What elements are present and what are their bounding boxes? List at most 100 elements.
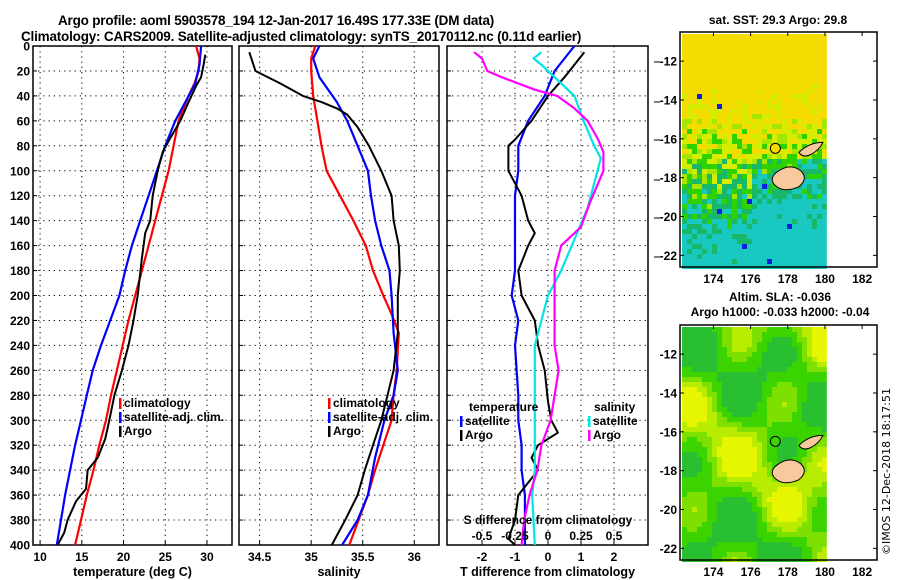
map-cell xyxy=(757,482,762,487)
map-cell xyxy=(762,164,767,169)
map-cell xyxy=(717,179,722,184)
map-cell xyxy=(817,94,822,99)
map-cell xyxy=(772,457,777,462)
map-cell xyxy=(732,397,737,402)
map-cell xyxy=(802,79,807,84)
map-cell xyxy=(777,407,782,412)
map-cell xyxy=(822,337,827,342)
map-cell xyxy=(817,64,822,69)
map-cell xyxy=(752,437,757,442)
map-cell xyxy=(757,397,762,402)
map-cell xyxy=(747,219,752,224)
map-cell xyxy=(767,367,772,372)
map-cell xyxy=(692,537,697,542)
map-cell xyxy=(742,447,747,452)
map-cell xyxy=(782,164,787,169)
map-cell xyxy=(742,552,747,557)
map-cell xyxy=(692,477,697,482)
map-cell xyxy=(787,69,792,74)
map-cell xyxy=(737,209,742,214)
map-cell xyxy=(742,357,747,362)
map-cell xyxy=(817,119,822,124)
map-cell xyxy=(792,194,797,199)
map-cell xyxy=(717,342,722,347)
map-cell xyxy=(742,327,747,332)
map-cell xyxy=(757,239,762,244)
map-cell xyxy=(747,239,752,244)
map-cell xyxy=(702,244,707,249)
map-cell xyxy=(717,357,722,362)
map-cell xyxy=(797,84,802,89)
map-cell xyxy=(767,327,772,332)
map-cell xyxy=(822,139,827,144)
map-cell xyxy=(757,159,762,164)
map-cell xyxy=(757,44,762,49)
map-cell xyxy=(687,467,692,472)
map-cell xyxy=(707,229,712,234)
map-cell xyxy=(782,412,787,417)
map-cell xyxy=(747,542,752,547)
map-cell xyxy=(712,337,717,342)
map-cell xyxy=(742,537,747,542)
map-cell xyxy=(822,467,827,472)
map-cell xyxy=(822,367,827,372)
map-cell xyxy=(747,214,752,219)
map-cell xyxy=(782,209,787,214)
map-cell xyxy=(782,522,787,527)
map-cell xyxy=(777,512,782,517)
map-cell xyxy=(777,139,782,144)
map-cell xyxy=(682,402,687,407)
map-cell xyxy=(817,179,822,184)
map-cell xyxy=(807,402,812,407)
map-cell xyxy=(752,54,757,59)
map-cell xyxy=(732,194,737,199)
map-cell xyxy=(757,69,762,74)
map-cell xyxy=(707,332,712,337)
map-cell xyxy=(727,432,732,437)
map-cell xyxy=(802,39,807,44)
map-cell xyxy=(762,84,767,89)
map-cell xyxy=(732,407,737,412)
map-cell xyxy=(797,367,802,372)
map-cell xyxy=(762,54,767,59)
map-cell xyxy=(697,59,702,64)
map-cell xyxy=(777,94,782,99)
map-cell xyxy=(687,209,692,214)
map-cell xyxy=(702,189,707,194)
map-cell xyxy=(802,124,807,129)
map-cell xyxy=(727,169,732,174)
map-cell xyxy=(782,487,787,492)
map-cell xyxy=(722,512,727,517)
map-cell xyxy=(697,149,702,154)
map-cell xyxy=(717,372,722,377)
map-cell xyxy=(702,357,707,362)
map-cell xyxy=(772,552,777,557)
map-cell xyxy=(782,49,787,54)
map-cell xyxy=(692,457,697,462)
map-cell xyxy=(702,417,707,422)
map-cell xyxy=(747,517,752,522)
map-cell xyxy=(737,392,742,397)
map-cell xyxy=(757,527,762,532)
map-cell xyxy=(687,99,692,104)
map-cell xyxy=(747,259,752,264)
map-cell xyxy=(742,254,747,259)
map-cell xyxy=(777,164,782,169)
map-cell xyxy=(687,547,692,552)
map-cell xyxy=(767,552,772,557)
map-cell xyxy=(757,34,762,39)
map-cell xyxy=(732,522,737,527)
map-cell xyxy=(707,259,712,264)
map-cell xyxy=(817,59,822,64)
map-cell xyxy=(682,442,687,447)
map-cell xyxy=(727,149,732,154)
map-cell xyxy=(782,199,787,204)
map-cell xyxy=(732,517,737,522)
map-cell xyxy=(817,204,822,209)
map-cell xyxy=(747,149,752,154)
map-cell xyxy=(752,417,757,422)
map-cell xyxy=(742,239,747,244)
map-cell xyxy=(727,372,732,377)
map-cell xyxy=(702,372,707,377)
map-cell xyxy=(697,437,702,442)
